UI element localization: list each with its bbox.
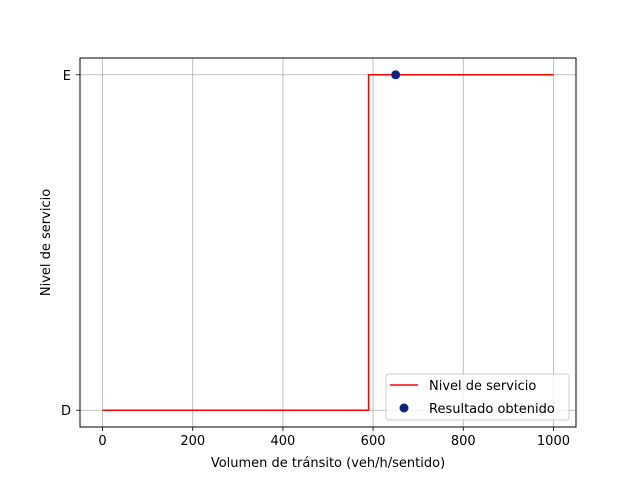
y-axis-label: Nivel de servicio (39, 189, 54, 296)
legend: Nivel de servicio Resultado obtenido (385, 373, 570, 421)
legend-box (385, 373, 570, 421)
legend-label-resultado: Resultado obtenido (429, 402, 555, 417)
x-tick-label: 0 (98, 434, 106, 449)
legend-swatch-marker (399, 403, 409, 413)
x-tick-label: 1000 (537, 434, 570, 449)
y-tick-label: D (61, 404, 71, 419)
grid (80, 58, 576, 427)
scatter-point-resultado (391, 70, 401, 80)
plot-frame (79, 57, 577, 428)
series-line-nivel-de-servicio (102, 74, 554, 411)
series-layer (102, 70, 554, 411)
x-tick-label: 800 (451, 434, 476, 449)
legend-label-nivel: Nivel de servicio (429, 379, 536, 394)
x-tick-label: 200 (180, 434, 205, 449)
x-axis-label: Volumen de tránsito (veh/h/sentido) (211, 456, 445, 471)
x-tick-label: 400 (270, 434, 295, 449)
ticks: 0 200 400 600 800 1000 D E (61, 69, 570, 449)
y-tick-label: E (63, 69, 71, 84)
x-tick-label: 600 (361, 434, 386, 449)
